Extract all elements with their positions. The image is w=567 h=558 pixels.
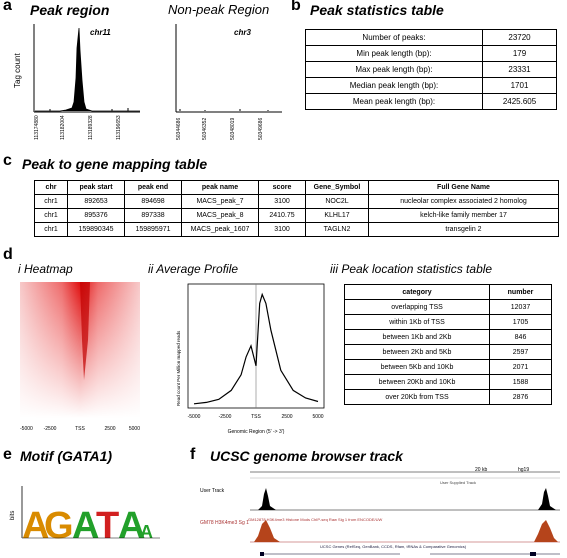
gene-mapping-table: chr peak start peak end peak name score …: [34, 180, 559, 237]
ucsc-scale: 20 kb: [475, 467, 487, 473]
heatmap-tick: 2500: [104, 426, 115, 432]
heatmap-tick: -2500: [44, 426, 57, 432]
table-row: Mean peak length (bp): 2425.605: [305, 93, 557, 110]
heatmap-tick: -5000: [20, 426, 33, 432]
peak-chr-label: chr11: [90, 28, 111, 37]
ucsc-title: UCSC genome browser track: [210, 448, 403, 464]
location-table-title: iii Peak location statistics table: [330, 262, 493, 276]
peak-plot: [33, 24, 140, 113]
motif-letter: A: [22, 505, 49, 547]
motif-letter: A: [118, 505, 145, 547]
panel-b-label: b: [291, 0, 301, 14]
motif-logo: bits A G A T A A: [10, 486, 160, 547]
profile-title: ii Average Profile: [148, 262, 239, 276]
table-row: Median peak length (bp): 1701: [305, 77, 557, 94]
panel-c-label: c: [3, 152, 12, 169]
nonpeak-plot: [175, 24, 282, 113]
profile-tick: -5000: [188, 414, 201, 420]
table-row: overlapping TSS 12037: [344, 299, 552, 315]
table-row: Min peak length (bp): 179: [305, 45, 557, 62]
peak-stats-title: Peak statistics table: [310, 2, 444, 18]
profile-tick: TSS: [251, 414, 261, 420]
gene-mapping-title: Peak to gene mapping table: [22, 156, 208, 172]
peak-tick: 113189328: [88, 115, 94, 140]
panel-a-label: a: [3, 0, 12, 14]
panel-e-label: e: [3, 446, 12, 463]
table-row: Number of peaks: 23720: [305, 29, 557, 46]
ucsc-track2-label: GM78 H3K4me3 Sg 1: [200, 520, 249, 526]
nonpeak-chr-label: chr3: [234, 28, 251, 37]
user-track-peak: [258, 488, 276, 510]
user-track-peak: [538, 488, 556, 510]
nonpeak-tick: 50348019: [230, 118, 236, 140]
heatmap: -5000 -2500 TSS 2500 5000: [20, 282, 140, 432]
heatmap-tick: TSS: [75, 426, 85, 432]
encode-track-peak: [534, 520, 558, 542]
table-header-row: category number: [344, 284, 552, 300]
peak-region-title: Peak region: [30, 2, 110, 18]
table-header-row: chr peak start peak end peak name score …: [34, 180, 559, 195]
peak-stats-table: Number of peaks: 23720 Min peak length (b…: [305, 29, 557, 110]
panel-a-plots: chr11 Tag count 113174880 113182004 1131…: [13, 24, 282, 140]
profile-tick: 2500: [281, 414, 292, 420]
peak-ylabel: Tag count: [13, 53, 22, 88]
nonpeak-region-title: Non-peak Region: [168, 2, 270, 17]
table-row: chr1 892653 894698 MACS_peak_7 3100 NOC2L nucl…: [34, 194, 559, 209]
average-profile-chart: Read count Per Million mapped reads Geno…: [176, 283, 325, 435]
table-row: between 20Kb and 10Kb 1588: [344, 374, 552, 390]
ucsc-assembly: hg19: [518, 467, 529, 473]
panel-f-label: f: [190, 446, 196, 463]
ucsc-browser-track: 20 kb hg19 User Supplied Track User Trac…: [200, 466, 567, 558]
peak-signal: [35, 27, 140, 112]
table-row: within 1Kb of TSS 1705: [344, 314, 552, 330]
encode-track-peak: [254, 520, 280, 542]
profile-ylabel: Read count Per Million mapped reads: [176, 330, 181, 406]
motif-letter: A: [72, 505, 99, 547]
ucsc-track1-label: User Track: [200, 488, 225, 494]
ucsc-encode-text: GM12878 H3K4me3 Histone Mods ChIP-seq Ra…: [248, 517, 382, 522]
peak-tick: 113196653: [116, 115, 122, 140]
location-stats-table: category number overlapping TSS 12037 wit…: [344, 284, 552, 405]
motif-letter: A: [140, 522, 153, 542]
nonpeak-tick: 50349686: [258, 118, 264, 140]
heatmap-title: i Heatmap: [18, 262, 73, 276]
profile-tick: -2500: [219, 414, 232, 420]
nonpeak-tick: 50344686: [176, 118, 182, 140]
motif-letter: T: [96, 505, 119, 547]
peak-tick: 113174880: [34, 115, 40, 140]
table-row: over 20Kb from TSS 2876: [344, 389, 552, 405]
peak-tick: 113182004: [60, 115, 66, 140]
ucsc-user-track-text: User Supplied Track: [440, 480, 476, 485]
table-row: chr1 895376 897338 MACS_peak_8 2410.75 KLHL17…: [34, 208, 559, 223]
motif-title: Motif (GATA1): [20, 448, 113, 464]
table-row: Max peak length (bp): 23331: [305, 61, 557, 78]
profile-xlabel: Genomic Region (5' -> 3'): [228, 429, 285, 435]
motif-letter: G: [44, 505, 74, 547]
heatmap-tick: 5000: [129, 426, 140, 432]
profile-series-line: [193, 292, 319, 405]
motif-ylabel: bits: [10, 511, 16, 520]
table-row: between 5Kb and 10Kb 2071: [344, 359, 552, 375]
panel-d-label: d: [3, 246, 13, 263]
nonpeak-tick: 50346352: [202, 118, 208, 140]
table-row: chr1 159890345 159895971 MACS_peak_1607 3100…: [34, 222, 559, 237]
profile-tick: 5000: [312, 414, 323, 420]
table-row: between 1Kb and 2Kb 846: [344, 329, 552, 345]
ucsc-genes-text: UCSC Genes (RefSeq, GenBank, CCDS, Rfam,…: [320, 544, 467, 549]
table-row: between 2Kb and 5Kb 2597: [344, 344, 552, 360]
